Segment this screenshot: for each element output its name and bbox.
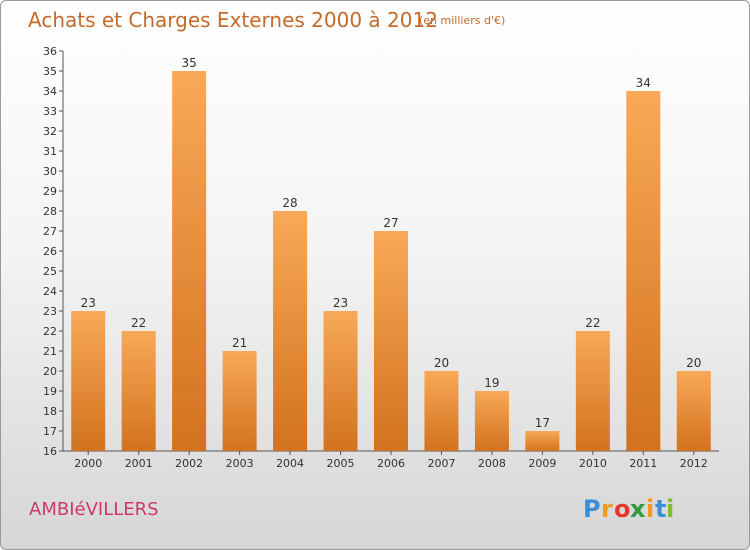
bar-value-label: 23 xyxy=(333,296,348,310)
bar-value-label: 28 xyxy=(282,196,297,210)
x-tick-label: 2012 xyxy=(680,457,708,470)
y-tick-label: 35 xyxy=(43,65,57,78)
logo-letter: P xyxy=(583,495,601,523)
x-tick-label: 2001 xyxy=(125,457,153,470)
bar xyxy=(474,391,509,451)
bar xyxy=(676,371,711,451)
y-tick-label: 23 xyxy=(43,305,57,318)
y-tick-label: 33 xyxy=(43,105,57,118)
bar-value-label: 27 xyxy=(383,216,398,230)
bar xyxy=(525,431,560,451)
x-tick-label: 2008 xyxy=(478,457,506,470)
bar xyxy=(121,331,156,451)
x-tick-label: 2000 xyxy=(74,457,102,470)
y-tick-label: 25 xyxy=(43,265,57,278)
x-tick-label: 2011 xyxy=(629,457,657,470)
bar-value-label: 19 xyxy=(484,376,499,390)
y-tick-label: 32 xyxy=(43,125,57,138)
logo-letter: r xyxy=(601,495,613,523)
bar xyxy=(323,311,358,451)
bar-value-label: 21 xyxy=(232,336,247,350)
y-tick-label: 19 xyxy=(43,385,57,398)
y-tick-label: 20 xyxy=(43,365,57,378)
x-tick-label: 2004 xyxy=(276,457,304,470)
y-tick-label: 27 xyxy=(43,225,57,238)
bar xyxy=(626,91,661,451)
y-tick-label: 31 xyxy=(43,145,57,158)
y-tick-label: 16 xyxy=(43,445,57,458)
bar-value-label: 20 xyxy=(686,356,701,370)
x-tick-label: 2010 xyxy=(579,457,607,470)
y-tick-label: 36 xyxy=(43,45,57,58)
y-tick-label: 30 xyxy=(43,165,57,178)
bar xyxy=(222,351,257,451)
y-tick-label: 18 xyxy=(43,405,57,418)
bar-value-label: 20 xyxy=(434,356,449,370)
chart-title: Achats et Charges Externes 2000 à 2012 xyxy=(28,8,438,32)
logo-letter: i xyxy=(646,495,654,523)
x-tick-label: 2005 xyxy=(327,457,355,470)
bar xyxy=(424,371,459,451)
x-tick-label: 2009 xyxy=(528,457,556,470)
y-tick-label: 17 xyxy=(43,425,57,438)
bar-value-label: 17 xyxy=(535,416,550,430)
x-tick-label: 2007 xyxy=(427,457,455,470)
logo-letter: x xyxy=(630,495,646,523)
x-tick-label: 2006 xyxy=(377,457,405,470)
bar-value-label: 35 xyxy=(182,56,197,70)
chart-unit-note: (en milliers d'€) xyxy=(419,14,505,27)
bar-value-label: 22 xyxy=(131,316,146,330)
y-tick-label: 22 xyxy=(43,325,57,338)
bar xyxy=(374,231,408,451)
place-name: AMBIéVILLERS xyxy=(29,499,159,520)
x-ticks: 2000 2001 2002 2003 2004 2005 2006 2007 2008 2009… xyxy=(74,451,708,470)
logo-letter: t xyxy=(655,495,666,523)
bar xyxy=(273,211,308,451)
y-tick-label: 21 xyxy=(43,345,57,358)
bar xyxy=(575,331,610,451)
x-tick-label: 2002 xyxy=(175,457,203,470)
y-tick-label: 34 xyxy=(43,85,57,98)
bars: 23 22 35 21 28 23 27 20 19 17 22 34 20 xyxy=(71,56,711,451)
logo-letter: i xyxy=(666,495,674,523)
x-tick-label: 2003 xyxy=(226,457,254,470)
bar xyxy=(71,311,106,451)
bar xyxy=(172,71,207,451)
y-tick-label: 28 xyxy=(43,205,57,218)
y-tick-label: 29 xyxy=(43,185,57,198)
y-tick-label: 24 xyxy=(43,285,57,298)
bar-value-label: 34 xyxy=(636,76,651,90)
y-ticks: 16 17 18 19 20 21 22 23 24 25 26 27 28 29 30 31 32 33 34 35… xyxy=(43,45,63,458)
y-tick-label: 26 xyxy=(43,245,57,258)
bar-value-label: 22 xyxy=(585,316,600,330)
logo-letter: o xyxy=(614,495,631,523)
bar-value-label: 23 xyxy=(81,296,96,310)
